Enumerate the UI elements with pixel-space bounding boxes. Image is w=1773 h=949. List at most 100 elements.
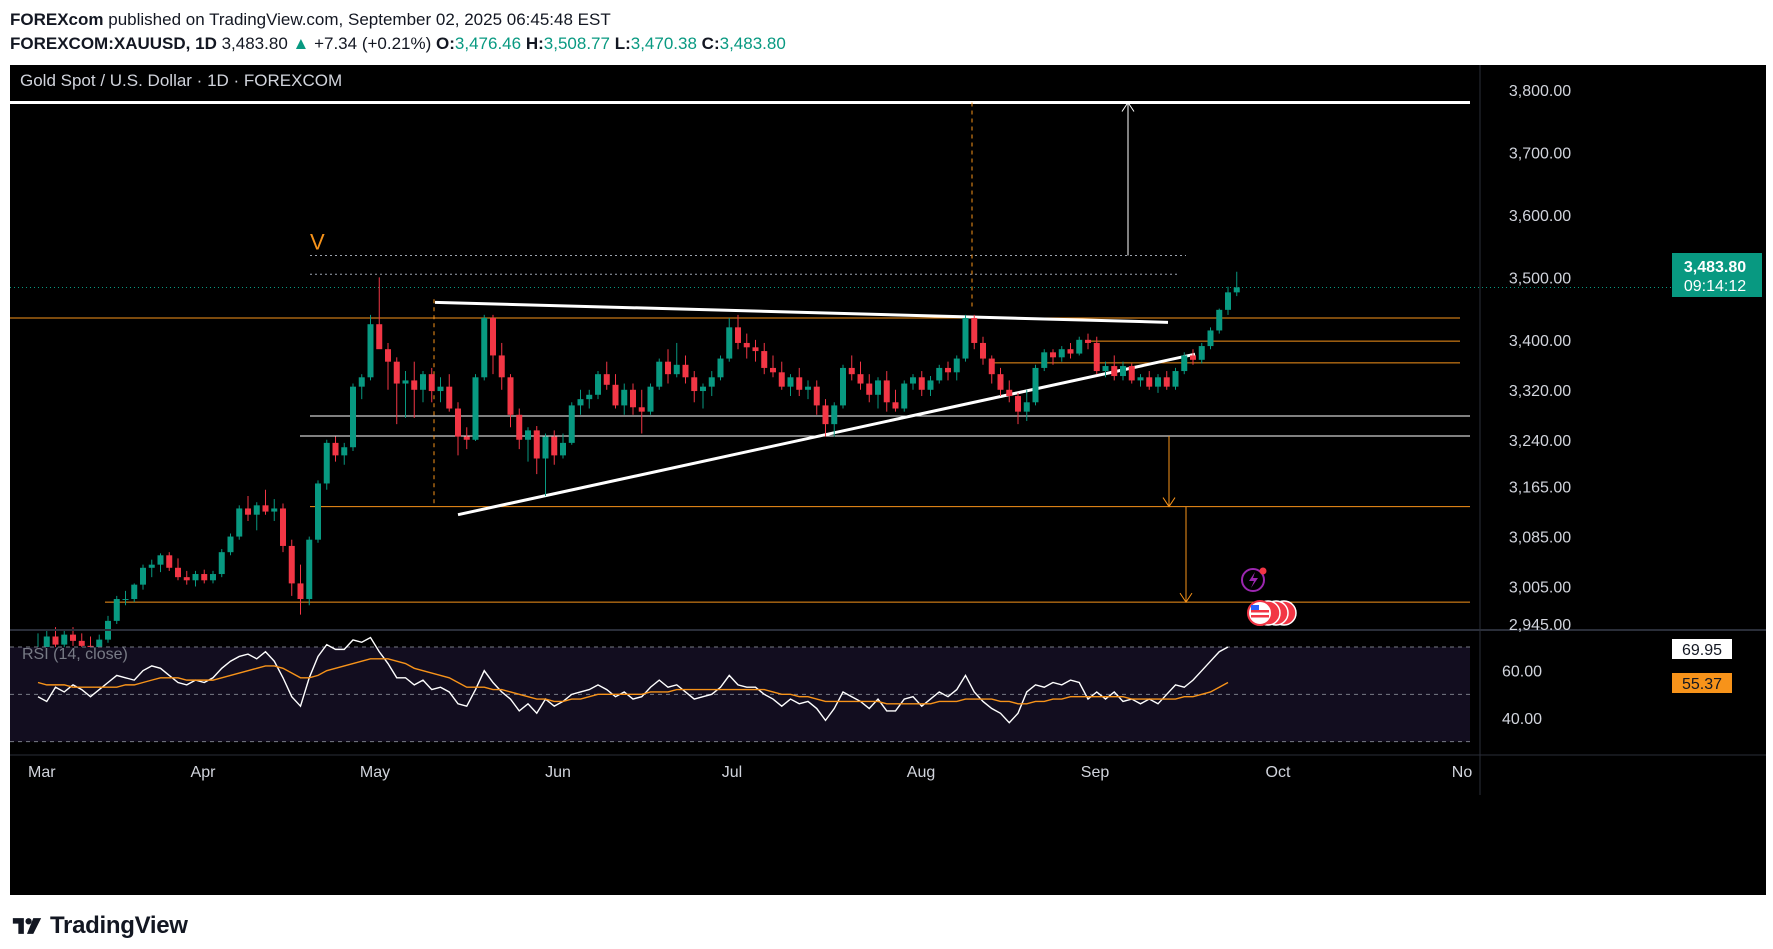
candle-body <box>883 380 890 403</box>
candle-body <box>717 358 724 378</box>
candle-body <box>236 508 243 537</box>
publisher-name[interactable]: FOREXcom <box>10 10 104 29</box>
candle-body <box>358 377 365 387</box>
candle-body <box>840 367 846 406</box>
candle-body <box>411 380 418 390</box>
change-up-icon: ▲ <box>292 34 310 53</box>
candle-body <box>446 386 453 409</box>
rsi-series-line <box>37 658 1229 705</box>
rsi-ma-badge-bg <box>1672 673 1732 693</box>
candle-body <box>682 364 689 378</box>
candle-body <box>612 384 619 406</box>
candle-body <box>892 402 899 409</box>
x-tick-label: Oct <box>1266 764 1291 781</box>
candle-body <box>507 377 514 415</box>
candle-body <box>525 430 531 440</box>
candle-body <box>201 574 208 581</box>
y-tick-label: 3,500.00 <box>1509 270 1571 287</box>
candle-body <box>1155 377 1161 387</box>
candle-body <box>376 324 383 350</box>
candle-body <box>700 386 706 392</box>
rsi-badge-value: 69.95 <box>1682 642 1722 659</box>
candle-body <box>1146 377 1153 387</box>
candle-body <box>306 539 313 600</box>
candle-body <box>210 574 216 581</box>
y-tick-label: 3,240.00 <box>1509 433 1571 450</box>
candle-body <box>1225 292 1231 310</box>
y-tick-label: 3,800.00 <box>1509 83 1571 100</box>
candle-body <box>350 386 356 448</box>
open-value: 3,476.46 <box>454 34 522 53</box>
x-tick-label: Jul <box>722 764 742 781</box>
candle-body <box>953 358 960 373</box>
candle-body <box>1181 355 1188 372</box>
candle-body <box>1041 352 1048 368</box>
candles <box>35 271 1240 665</box>
x-tick-label: Mar <box>28 764 56 781</box>
candle-body <box>245 508 251 515</box>
tradingview-logo-icon <box>12 918 42 934</box>
brand-name[interactable]: TradingView <box>50 912 188 939</box>
chart-canvas[interactable]: 3,800.00 3,700.00 3,600.00 3,500.00 3,400.00… <box>10 65 1766 895</box>
trendlines <box>434 300 1196 517</box>
candle-body <box>463 436 470 440</box>
publisher-line: FOREXcom published on TradingView.com, S… <box>10 8 1760 32</box>
candle-body <box>980 342 986 359</box>
us-flag-stripe <box>1251 615 1269 618</box>
candle-body <box>542 436 549 459</box>
candle-body <box>813 386 820 406</box>
candle-body <box>280 508 286 546</box>
candle-body <box>78 640 85 646</box>
candle-body <box>472 377 479 440</box>
x-tick-label: No <box>1452 764 1473 781</box>
candle-body <box>1198 346 1205 360</box>
candle-body <box>393 361 400 384</box>
candle-body <box>577 399 584 406</box>
candle-body <box>253 505 260 515</box>
candle-body <box>341 447 348 456</box>
candle-body <box>673 364 680 375</box>
candle-body <box>1128 366 1135 381</box>
candle-body <box>822 405 829 425</box>
candle-body <box>1032 367 1039 403</box>
pattern-marker-v: V <box>310 229 325 254</box>
candle-body <box>490 317 496 356</box>
chart-area[interactable]: 3,800.00 3,700.00 3,600.00 3,500.00 3,400.00… <box>10 65 1766 895</box>
candle-body <box>183 577 190 581</box>
candle-body <box>971 317 978 343</box>
candle-body <box>647 386 654 412</box>
candle-body <box>1137 377 1144 381</box>
rsi-label: RSI (14, close) <box>22 646 128 663</box>
rsi-badge-bg <box>1672 639 1732 659</box>
event-icons[interactable] <box>1241 567 1297 626</box>
y-tick-label: 3,085.00 <box>1509 530 1571 547</box>
candle-body <box>621 389 628 406</box>
candle-body <box>787 377 794 387</box>
rsi-tick-label: 60.00 <box>1502 664 1542 681</box>
x-tick-label: May <box>360 764 390 781</box>
candle-body <box>936 367 943 381</box>
candle-body <box>962 317 969 359</box>
candle-body <box>166 555 173 568</box>
candle-body <box>1050 352 1056 358</box>
candle-body <box>157 555 164 565</box>
y-tick-label: 3,400.00 <box>1509 333 1571 350</box>
candle-body <box>367 324 374 378</box>
candle-body <box>560 442 566 456</box>
candle-body <box>428 374 435 392</box>
candle-body <box>848 367 855 375</box>
candle-body <box>455 408 461 437</box>
candle-body <box>551 436 558 456</box>
us-flag-canton <box>1251 605 1259 610</box>
candle-body <box>997 374 1004 390</box>
candle-body <box>52 636 59 645</box>
candle-body <box>875 380 881 395</box>
low-label: L: <box>614 34 631 53</box>
x-tick-label: Apr <box>191 764 217 781</box>
chart-title: Gold Spot / U.S. Dollar · 1D · FOREXCOM <box>20 71 342 90</box>
candle-body <box>1216 309 1223 331</box>
x-tick-label: Jun <box>545 764 571 781</box>
candle-body <box>498 355 505 378</box>
change-value: +7.34 (+0.21%) <box>314 34 432 53</box>
candle-body <box>927 380 934 390</box>
